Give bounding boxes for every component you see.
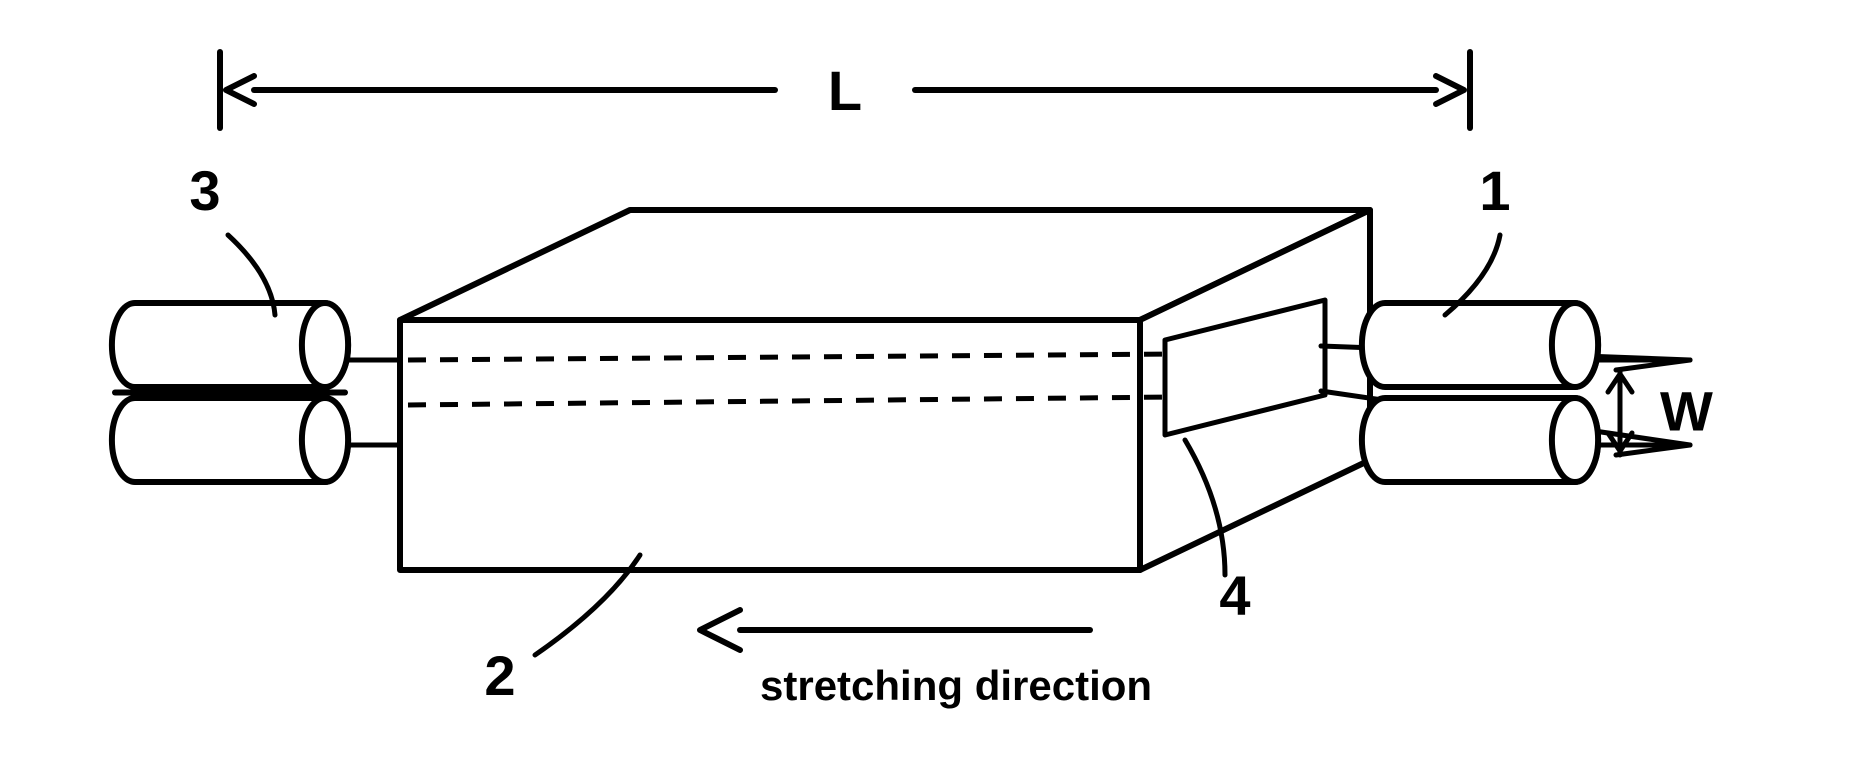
- callout-2-label: 2: [484, 644, 515, 707]
- stretching-direction-label: stretching direction: [760, 662, 1152, 709]
- callout-4-label: 4: [1219, 564, 1250, 627]
- callout-3-label: 3: [189, 159, 220, 222]
- callout-1-label: 1: [1479, 159, 1510, 222]
- dim-L-label: L: [828, 59, 862, 122]
- dim-W-label: W: [1660, 380, 1713, 443]
